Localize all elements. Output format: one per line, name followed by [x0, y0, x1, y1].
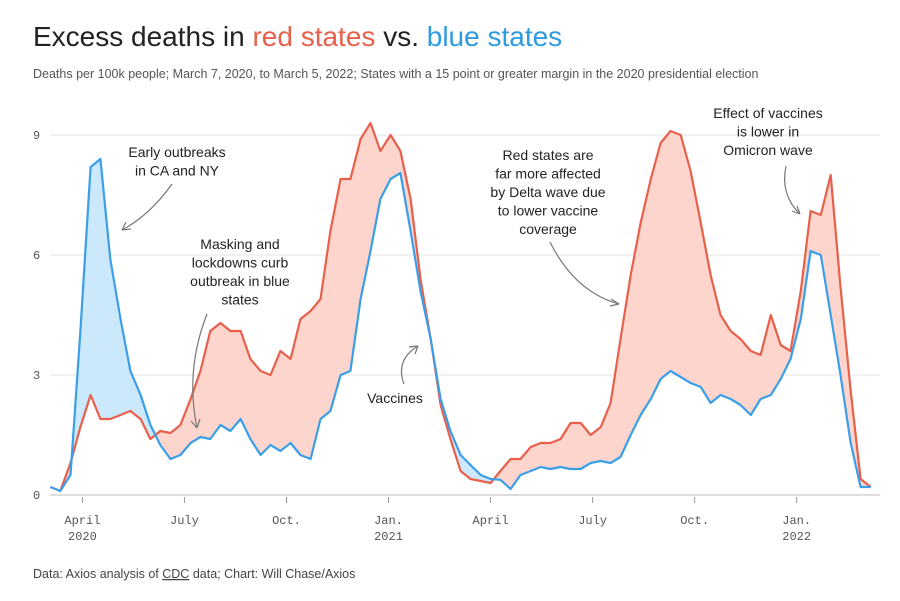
annotation: Vaccines	[367, 390, 423, 406]
gap-area	[50, 123, 871, 491]
title-part: Excess deaths in	[33, 21, 245, 52]
annotations: Early outbreaks in CA and NY Masking and lo…	[128, 105, 822, 406]
source-link[interactable]: CDC	[162, 567, 189, 581]
annotation: Effect of vaccines	[713, 105, 822, 121]
x-tick-label: Jan. 2021	[374, 514, 403, 544]
arrow	[549, 241, 620, 305]
title-part: blue states	[427, 21, 562, 52]
arrow	[192, 313, 208, 429]
arrow-head	[609, 298, 620, 307]
annotation: states	[221, 292, 258, 308]
y-tick-label: 0	[33, 489, 40, 503]
arrow-head	[408, 345, 419, 355]
annotation: Omicron wave	[723, 142, 813, 158]
x-tick-label: July	[170, 514, 199, 528]
title-part: red states	[252, 21, 375, 52]
arrow	[121, 183, 173, 231]
annotation: coverage	[519, 221, 577, 237]
arrow	[784, 165, 801, 215]
x-tick-label: Oct.	[680, 514, 709, 528]
annotation: in CA and NY	[135, 163, 220, 179]
series-line	[49, 157, 871, 493]
x-tick-label: Oct.	[272, 514, 301, 528]
y-tick-label: 9	[33, 129, 40, 143]
x-tick-label-line: Jan.	[782, 514, 811, 528]
arrow-head	[121, 221, 132, 231]
x-tick-label-line: 2021	[374, 530, 403, 544]
arrow-head	[190, 418, 201, 429]
chart-title: Excess deaths in red states vs. blue sta…	[33, 21, 562, 52]
annotation: is lower in	[737, 124, 799, 140]
annotation: outbreak in blue	[190, 273, 290, 289]
series-line	[49, 121, 872, 493]
x-tick-label-line: Jan.	[374, 514, 403, 528]
arrow	[400, 345, 419, 385]
x-tick-label: April 2020	[64, 514, 100, 544]
plot-area: 0 3 6 9 April 2020 July Oct. Jan. 2021 April July Oc…	[33, 121, 880, 544]
source-part: data; Chart: Will Chase/Axios	[193, 567, 356, 581]
arrow-head	[791, 205, 801, 215]
annotation: by Delta wave due	[490, 184, 605, 200]
annotation: Masking and	[200, 236, 279, 252]
x-tick-label-line: 2020	[68, 530, 97, 544]
x-tick-label-line: April	[64, 514, 100, 528]
x-tick-label: April	[473, 514, 509, 528]
x-tick-label-line: 2022	[782, 530, 811, 544]
y-tick-label: 6	[33, 249, 40, 263]
title-part: vs.	[383, 21, 419, 52]
annotation: lockdowns curb	[192, 255, 289, 271]
annotation: Early outbreaks	[128, 144, 225, 160]
annotation: Red states are	[502, 147, 593, 163]
subtitle: Deaths per 100k people; March 7, 2020, t…	[33, 67, 758, 81]
source-part: Data: Axios analysis of	[33, 567, 159, 581]
x-tick-label: July	[578, 514, 607, 528]
annotation-arrows	[121, 165, 801, 429]
y-tick-label: 3	[33, 369, 40, 383]
annotation: to lower vaccine	[498, 203, 599, 219]
source: Data: Axios analysis of CDC data; Chart:…	[33, 567, 355, 581]
x-tick-label: Jan. 2022	[782, 514, 811, 544]
annotation: far more affected	[495, 166, 601, 182]
